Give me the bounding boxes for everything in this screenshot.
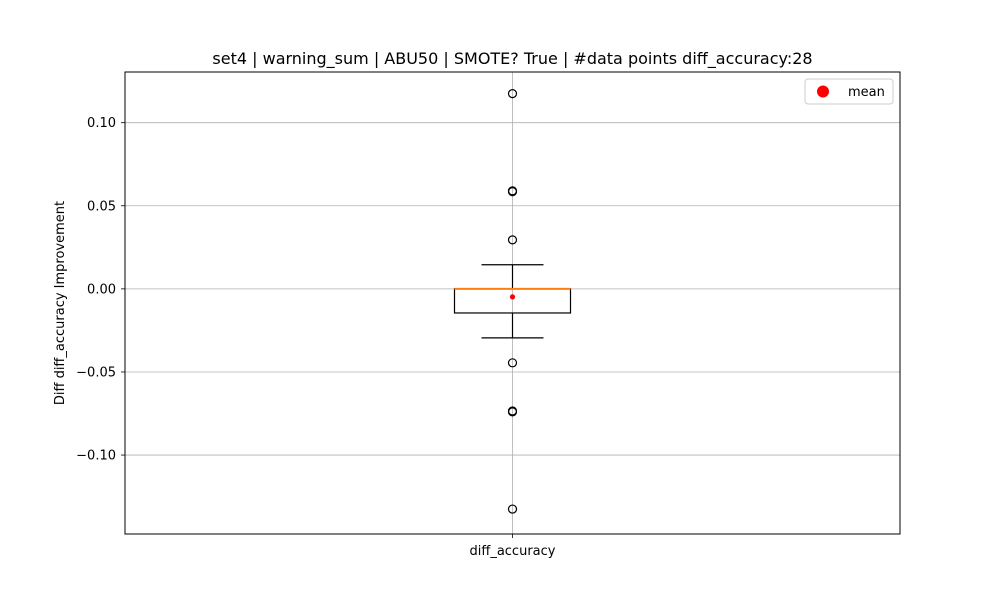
y-axis-label: Diff diff_accuracy Improvement	[53, 201, 68, 405]
outlier-point	[507, 358, 518, 368]
outlier-point	[507, 407, 518, 417]
plot-frame	[124, 71, 901, 535]
outlier-point	[507, 89, 518, 99]
y-tick-label: 0.10	[87, 116, 116, 131]
outlier-point	[507, 504, 518, 514]
mean-point	[509, 294, 516, 300]
y-tick-label: −0.05	[76, 365, 116, 380]
legend: mean	[804, 78, 894, 105]
chart-title: set4 | warning_sum | ABU50 | SMOTE? True…	[212, 49, 812, 69]
legend-mean-marker	[817, 85, 829, 98]
y-tick-label: 0.05	[87, 199, 116, 214]
outlier-point	[507, 187, 518, 197]
y-tick-label: −0.10	[76, 449, 116, 464]
x-axis: diff_accuracy	[470, 534, 556, 559]
outlier-point	[507, 235, 518, 245]
x-tick-label: diff_accuracy	[470, 544, 556, 559]
y-tick-label: 0.00	[87, 282, 116, 297]
legend-frame	[804, 78, 894, 105]
legend-mean-label: mean	[848, 85, 885, 100]
box-plot	[453, 89, 572, 514]
y-axis: 0.10 0.05 0.00 −0.05 −0.10	[76, 116, 125, 464]
